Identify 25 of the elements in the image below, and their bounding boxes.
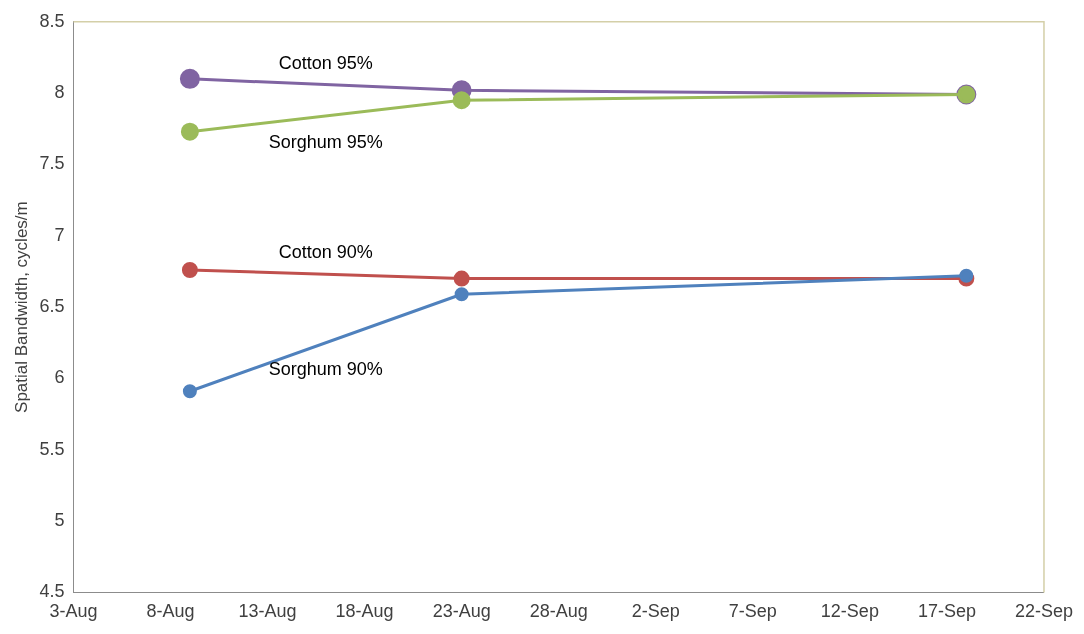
series-label: Cotton 95% xyxy=(278,52,373,73)
y-tick-label: 5.5 xyxy=(39,438,65,459)
y-tick-label: 6.5 xyxy=(39,296,65,317)
x-tick-label: 7-Sep xyxy=(728,601,777,622)
x-tick-label: 12-Sep xyxy=(820,601,879,622)
x-tick-label: 3-Aug xyxy=(49,601,98,622)
x-tick-label: 8-Aug xyxy=(146,601,195,622)
y-tick-label: 4.5 xyxy=(39,581,65,602)
y-tick-label: 7.5 xyxy=(39,153,65,174)
x-tick-label: 17-Sep xyxy=(917,601,976,622)
x-tick-label: 13-Aug xyxy=(238,601,297,622)
y-tick-label: 5 xyxy=(54,510,65,531)
y-tick-label: 6 xyxy=(54,367,65,388)
series-label: Sorghum 95% xyxy=(268,131,383,152)
y-tick-label: 7 xyxy=(54,224,65,245)
x-tick-label: 23-Aug xyxy=(432,601,491,622)
y-tick-label: 8 xyxy=(54,82,65,103)
y-axis-title: Spatial Bandwidth, cycles/m xyxy=(11,201,31,413)
x-tick-label: 28-Aug xyxy=(529,601,588,622)
y-tick-label: 8.5 xyxy=(39,10,65,31)
series-label: Sorghum 90% xyxy=(268,358,383,379)
x-tick-label: 18-Aug xyxy=(335,601,394,622)
series-label: Cotton 90% xyxy=(278,242,373,263)
x-tick-label: 2-Sep xyxy=(631,601,680,622)
x-tick-label: 22-Sep xyxy=(1014,601,1073,622)
